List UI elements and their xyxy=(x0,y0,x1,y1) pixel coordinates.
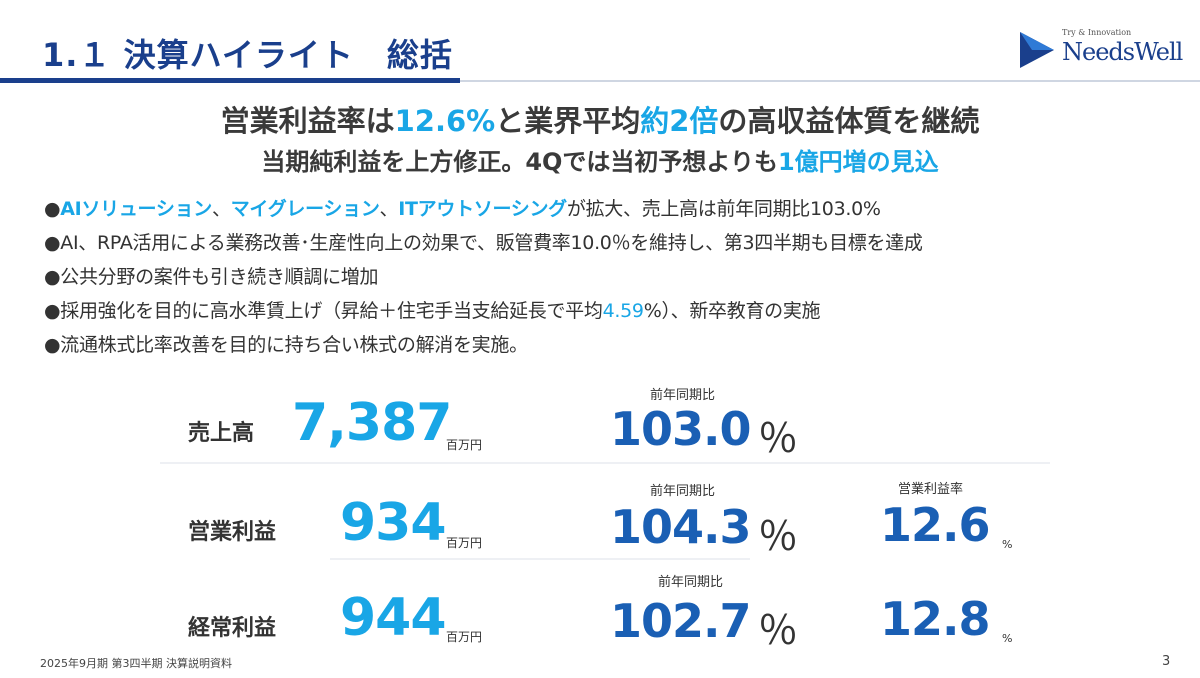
bullet1-highlight-migration: マイグレーション xyxy=(230,198,380,220)
bullet-4: ●採用強化を目的に高水準賃上げ（昇給＋住宅手当支給延長で平均4.59%）、新卒教… xyxy=(44,296,821,323)
kpi-operating-rate: 12.6 xyxy=(880,498,990,552)
kpi-operating-rate-pct: % xyxy=(1002,538,1013,551)
logo-tagline: Try & Innovation xyxy=(1062,28,1132,37)
kpi-operating-rate-label: 営業利益率 xyxy=(898,482,964,497)
kpi-operating-yoy-pct: ％ xyxy=(758,514,798,560)
bullet1-highlight-ai: AIソリューション xyxy=(60,198,212,220)
kpi-ordinary-yoy: 102.7 xyxy=(610,594,752,648)
kpi-ordinary-unit: 百万円 xyxy=(446,630,483,644)
headline2-text-a: 当期純利益を上方修正。4Qでは当初予想よりも xyxy=(261,148,778,176)
kpi-operating-yoy: 104.3 xyxy=(610,500,752,554)
kpi-ordinary-value: 944 xyxy=(340,588,447,648)
bullet-dot: ● xyxy=(44,198,61,220)
kpi-divider-2 xyxy=(330,558,750,560)
headline-sub: 当期純利益を上方修正。4Qでは当初予想よりも1億円増の見込 xyxy=(0,142,1200,177)
kpi-ordinary-rate-pct: % xyxy=(1002,632,1013,645)
kpi-operating-value: 934 xyxy=(340,493,447,553)
kpi-divider-1 xyxy=(160,462,1050,464)
footer-text: 2025年9月期 第3四半期 決算説明資料 xyxy=(40,657,232,670)
kpi-sales-label: 売上高 xyxy=(188,421,255,446)
bullet1-rest: が拡大、売上高は前年同期比103.0% xyxy=(566,198,881,220)
bullet4-highlight: 4.59 xyxy=(602,300,644,322)
headline1-text-c: と業界平均 xyxy=(495,104,641,138)
kpi-ordinary-rate: 12.8 xyxy=(880,592,990,646)
bullet-3: ●公共分野の案件も引き続き順調に増加 xyxy=(44,266,379,288)
bullet1-sep: 、 xyxy=(379,198,399,220)
title-underline-light xyxy=(460,80,1200,82)
kpi-sales-unit: 百万円 xyxy=(446,438,483,452)
bullet-5: ●流通株式比率改善を目的に持ち合い株式の解消を実施。 xyxy=(44,334,528,356)
logo-name: NeedsWell xyxy=(1062,38,1183,66)
headline1-highlight-ratio: 約2倍 xyxy=(640,104,719,138)
headline-main: 営業利益率は12.6%と業界平均約2倍の高収益体質を継続 xyxy=(0,98,1200,140)
headline1-text-a: 営業利益率は xyxy=(220,104,395,138)
kpi-sales-yoy: 103.0 xyxy=(610,402,752,456)
kpi-ordinary-yoy-pct: ％ xyxy=(758,608,798,654)
page-title: 1.１ 決算ハイライト 総括 xyxy=(42,36,453,74)
bullet4-text-a: ●採用強化を目的に高水準賃上げ（昇給＋住宅手当支給延長で平均 xyxy=(44,300,603,322)
kpi-operating-yoy-label: 前年同期比 xyxy=(650,484,716,499)
kpi-ordinary-yoy-label: 前年同期比 xyxy=(658,575,724,590)
bullet-1: ●AIソリューション、マイグレーション、ITアウトソーシングが拡大、売上高は前年… xyxy=(44,194,881,221)
company-logo xyxy=(1018,28,1178,72)
kpi-operating-unit: 百万円 xyxy=(446,536,483,550)
bullet1-sep: 、 xyxy=(211,198,231,220)
bullet4-text-c: %）、新卒教育の実施 xyxy=(643,300,821,322)
kpi-operating-label: 営業利益 xyxy=(188,520,277,545)
kpi-sales-value: 7,387 xyxy=(292,393,452,453)
bullet1-highlight-it: ITアウトソーシング xyxy=(398,198,567,220)
page-number: 3 xyxy=(1162,654,1171,669)
logo-triangle-icon xyxy=(1020,32,1054,68)
kpi-sales-yoy-pct: ％ xyxy=(758,416,798,462)
kpi-ordinary-label: 経常利益 xyxy=(188,616,277,641)
kpi-sales-yoy-label: 前年同期比 xyxy=(650,388,716,403)
title-underline-dark xyxy=(0,78,460,83)
bullet-2: ●AI、RPA活用による業務改善･生産性向上の効果で、販管費率10.0％を維持し… xyxy=(44,232,923,254)
headline1-highlight-margin: 12.6% xyxy=(394,104,496,138)
headline2-highlight: 1億円増の見込 xyxy=(777,148,939,176)
headline1-text-e: の高収益体質を継続 xyxy=(718,104,980,138)
